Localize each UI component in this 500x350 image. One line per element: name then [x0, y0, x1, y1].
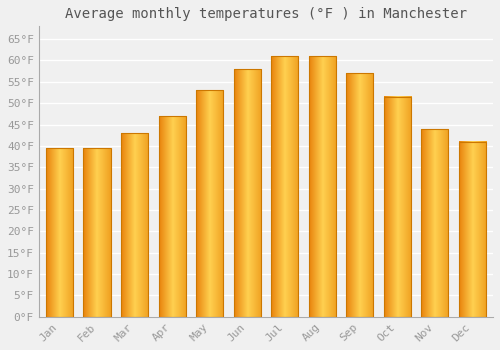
Bar [196, 90, 223, 317]
Bar [121, 133, 148, 317]
Bar [422, 129, 448, 317]
Bar [384, 97, 411, 317]
Bar [346, 73, 374, 317]
Bar [271, 56, 298, 317]
Bar [46, 148, 73, 317]
Bar [158, 116, 186, 317]
Title: Average monthly temperatures (°F ) in Manchester: Average monthly temperatures (°F ) in Ma… [65, 7, 467, 21]
Bar [459, 142, 486, 317]
Bar [234, 69, 260, 317]
Bar [308, 56, 336, 317]
Bar [84, 148, 110, 317]
